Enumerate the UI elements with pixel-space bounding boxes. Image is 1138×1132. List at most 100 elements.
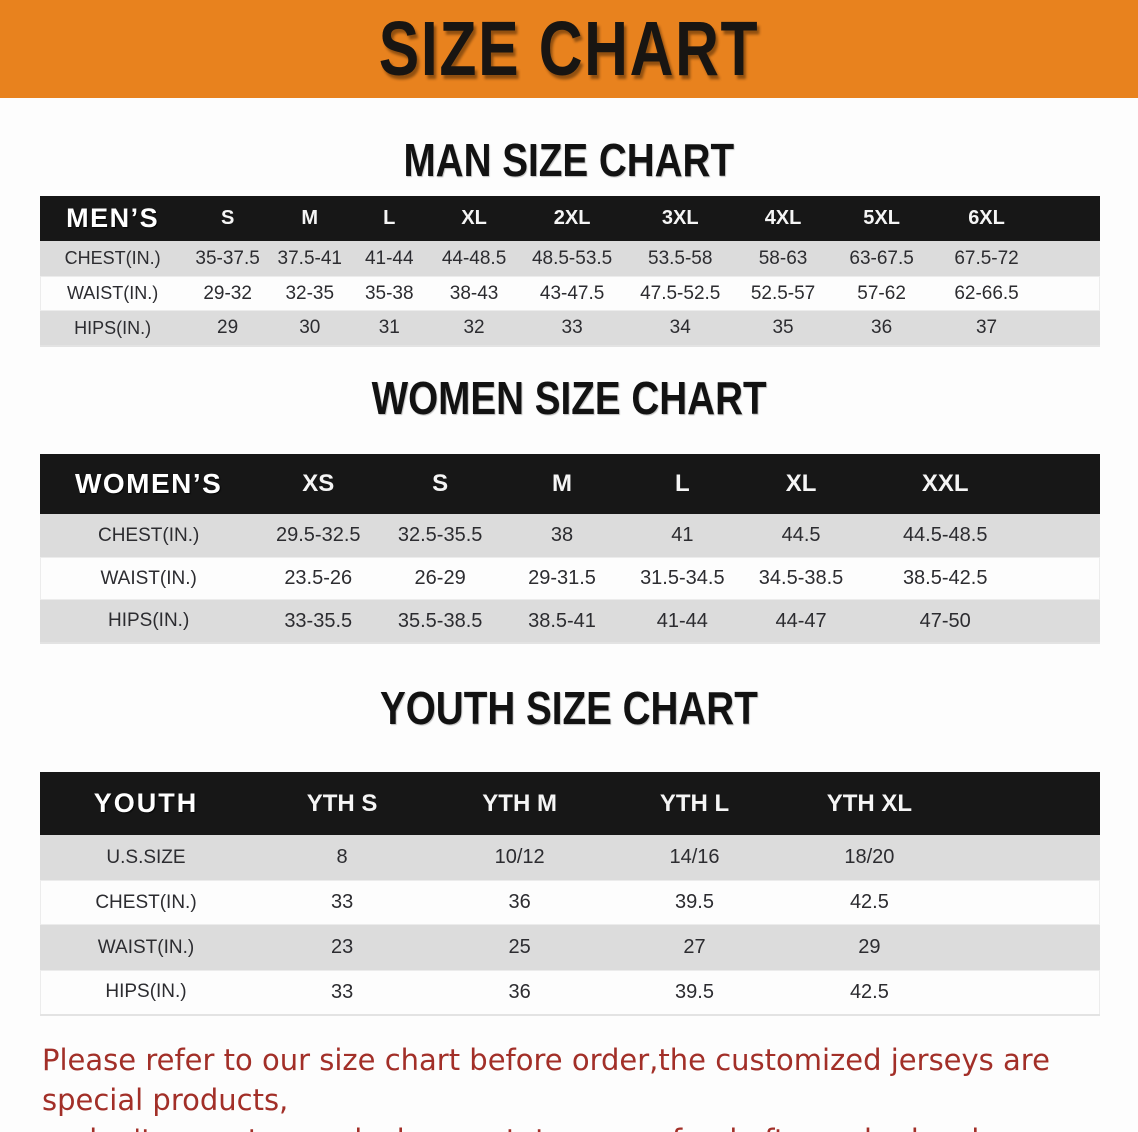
youth-waist-row: WAIST(IN.) 23 25 27 29 (40, 925, 1100, 970)
men-section-title: MAN SIZE CHART (0, 124, 1138, 196)
men-table-corner-label: MEN’S (66, 203, 160, 233)
size-value-cell: 35-37.5 (195, 247, 260, 269)
size-value-cell: 58-63 (758, 247, 808, 269)
measurement-label-cell: CHEST(IN.) (95, 891, 197, 913)
size-value-cell: 32 (463, 317, 485, 338)
size-header-cell: XL (785, 470, 817, 497)
size-value-cell: 37.5-41 (277, 247, 342, 269)
size-value-cell: 41 (671, 524, 694, 546)
size-header-cell: 6XL (968, 207, 1005, 229)
size-value-cell: 67.5-72 (954, 247, 1019, 269)
size-value-cell: 33 (330, 980, 354, 1003)
size-value-cell: 37 (975, 317, 998, 338)
size-header-cell: XL (461, 207, 487, 229)
size-header-cell: M (552, 470, 573, 497)
size-value-cell: 39.5 (675, 891, 714, 913)
size-value-cell: 62-66.5 (954, 282, 1019, 304)
size-header-cell: 4XL (764, 207, 802, 229)
size-value-cell: 38-43 (449, 282, 499, 304)
size-header-cell: S (432, 470, 449, 497)
measurement-label-cell: WAIST(IN.) (97, 936, 195, 958)
size-value-cell: 33-35.5 (284, 609, 353, 632)
size-value-cell: 36 (871, 317, 893, 338)
spacer-cell (957, 970, 1100, 1015)
size-value-cell: 31.5-34.5 (640, 567, 725, 589)
youth-section: YOUTH SIZE CHART YOUTH YTH S YTH M YTH L… (0, 674, 1138, 1016)
youth-chest-row: CHEST(IN.) 33 36 39.5 42.5 (40, 880, 1100, 925)
size-value-cell: 25 (508, 936, 531, 958)
size-value-cell: 38.5-41 (528, 609, 596, 632)
size-value-cell: 57-62 (857, 282, 906, 304)
size-value-cell: 63-67.5 (849, 247, 914, 269)
size-value-cell: 47.5-52.5 (640, 282, 721, 304)
spacer-cell (1041, 276, 1100, 311)
measurement-label-cell: WAIST(IN.) (100, 567, 197, 589)
size-value-cell: 39.5 (675, 980, 714, 1003)
size-header-cell: 2XL (553, 207, 591, 229)
youth-size-table: YOUTH YTH S YTH M YTH L YTH XL U.S.SIZE … (40, 772, 1100, 1016)
size-value-cell: 47-50 (919, 609, 971, 632)
men-section-title-text: MAN SIZE CHART (403, 134, 735, 186)
size-value-cell: 30 (299, 317, 321, 338)
size-value-cell: 43-47.5 (539, 282, 605, 304)
women-hips-row: HIPS(IN.) 33-35.5 35.5-38.5 38.5-41 41-4… (40, 600, 1100, 643)
size-header-cell: YTH L (659, 789, 730, 817)
size-value-cell: 41-44 (656, 609, 708, 632)
spacer-cell (1030, 600, 1100, 643)
measurement-label-cell: HIPS(IN.) (108, 610, 190, 631)
size-value-cell: 35.5-38.5 (397, 609, 483, 632)
size-value-cell: 34.5-38.5 (758, 567, 844, 589)
size-value-cell: 26-29 (414, 567, 466, 589)
size-header-cell: L (383, 207, 396, 229)
women-table-corner-label: WOMEN’S (74, 468, 223, 499)
size-header-cell: YTH M (482, 789, 557, 817)
size-header-cell: 3XL (661, 207, 699, 229)
women-section-title-text: WOMEN SIZE CHART (371, 372, 767, 424)
size-value-cell: 27 (683, 936, 706, 958)
size-value-cell: 44.5-48.5 (902, 524, 988, 546)
size-header-cell: S (220, 207, 235, 229)
disclaimer-line-2: we don't accept cancel, change, teturn o… (28, 1120, 1138, 1132)
size-value-cell: 29 (858, 936, 881, 958)
men-header-row: MEN’S S M L XL 2XL 3XL 4XL 5XL 6XL (40, 196, 1100, 241)
size-value-cell: 52.5-57 (750, 282, 816, 304)
men-waist-row: WAIST(IN.) 29-32 32-35 35-38 38-43 43-47… (40, 276, 1100, 311)
women-section-title: WOMEN SIZE CHART (0, 363, 1138, 433)
spacer-cell (1041, 241, 1100, 276)
youth-section-title-text: YOUTH SIZE CHART (380, 682, 758, 734)
banner-title: SIZE CHART (378, 5, 760, 92)
size-value-cell: 23.5-26 (284, 567, 353, 589)
size-header-cell: L (674, 470, 690, 497)
measurement-label-cell: HIPS(IN.) (74, 317, 152, 338)
youth-hips-row: HIPS(IN.) 33 36 39.5 42.5 (40, 970, 1100, 1015)
size-value-cell: 32.5-35.5 (397, 524, 483, 546)
men-hips-row: HIPS(IN.) 29 30 31 32 33 34 35 36 37 (40, 311, 1100, 346)
size-value-cell: 29 (217, 317, 239, 338)
men-section: MAN SIZE CHART MEN’S S M L XL 2XL 3XL 4X… (0, 124, 1138, 347)
measurement-label-cell: CHEST(IN.) (64, 248, 161, 268)
size-header-cell: 5XL (863, 207, 900, 229)
size-value-cell: 44-47 (775, 609, 827, 632)
size-value-cell: 14/16 (669, 846, 720, 868)
size-value-cell: 32-35 (285, 282, 335, 304)
size-value-cell: 10/12 (494, 846, 545, 868)
size-value-cell: 29-31.5 (528, 567, 596, 589)
banner: SIZE CHART (0, 0, 1138, 98)
youth-ussize-row: U.S.SIZE 8 10/12 14/16 18/20 (40, 835, 1100, 880)
size-header-cell: M (301, 207, 319, 229)
size-value-cell: 41-44 (364, 247, 414, 269)
size-value-cell: 42.5 (849, 980, 889, 1003)
measurement-label-cell: HIPS(IN.) (105, 981, 187, 1002)
youth-section-title: YOUTH SIZE CHART (0, 674, 1138, 742)
size-value-cell: 35 (772, 317, 794, 338)
size-value-cell: 42.5 (849, 891, 889, 913)
size-header-cell: XXL (921, 470, 969, 497)
size-value-cell: 38 (550, 524, 574, 546)
size-value-cell: 8 (336, 846, 348, 868)
spacer-cell (1030, 514, 1100, 557)
size-value-cell: 53.5-58 (648, 247, 713, 269)
spacer-cell (957, 880, 1100, 925)
size-value-cell: 33 (561, 317, 583, 338)
disclaimer-line-1: Please refer to our size chart before or… (42, 1043, 1050, 1117)
size-value-cell: 29-32 (203, 282, 252, 304)
